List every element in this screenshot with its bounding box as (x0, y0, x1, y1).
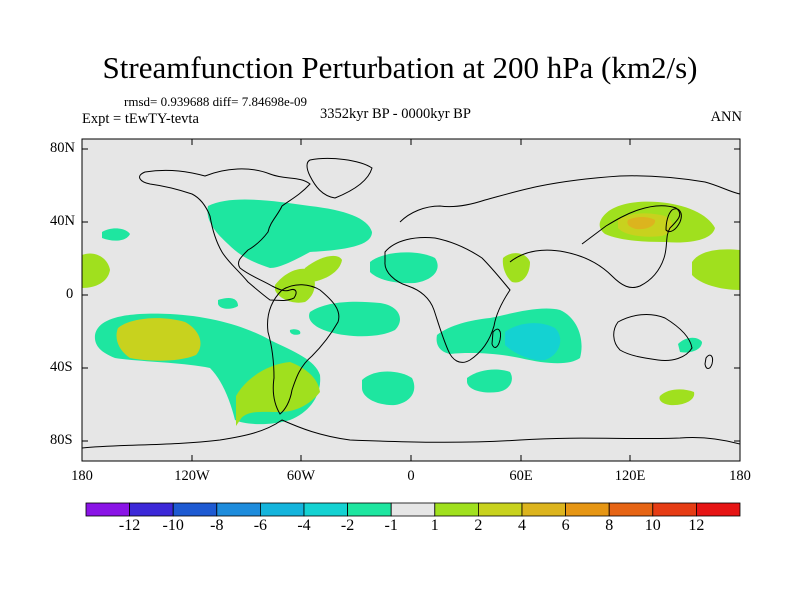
lon-label-120e: 120E (614, 468, 646, 484)
colorbar-label: -8 (210, 517, 224, 534)
colorbar-swatch (129, 502, 174, 517)
colorbar-swatch (696, 502, 741, 517)
colorbar-label: -2 (340, 517, 355, 534)
colorbar-swatch (347, 502, 392, 517)
coastline-europe (399, 175, 740, 223)
coastline-africa (384, 237, 511, 363)
colorbar-swatch (216, 502, 261, 517)
colorbar-label: 12 (688, 517, 705, 534)
map-background (82, 139, 740, 461)
coastline-asia (509, 205, 681, 289)
coastline-antarctica (82, 419, 740, 449)
colorbar-swatch (477, 502, 523, 517)
contour-pos-atlantic-north (303, 255, 342, 282)
colorbar-label: -4 (297, 517, 311, 534)
contour-pos-arabia (502, 253, 530, 283)
period-label: 3352kyr BP - 0000kyr BP (320, 106, 471, 122)
lat-label-80n: 80N (50, 140, 75, 156)
coastlines (82, 157, 740, 449)
colorbar-swatch (390, 502, 436, 517)
lon-label-180e: 180 (729, 468, 751, 484)
colorbar-label: 1 (430, 517, 439, 534)
colorbar-label: 10 (644, 517, 661, 534)
colorbar-swatch (608, 502, 654, 517)
coastline-greenland (306, 157, 373, 199)
lon-label-60w: 60W (286, 468, 316, 484)
colorbar-label: -12 (118, 517, 141, 534)
lat-label-eq: 0 (66, 286, 74, 302)
contour-neg4-indian-ocean (505, 323, 561, 361)
coastline-australia (613, 314, 693, 361)
contour-fills (82, 157, 740, 449)
colorbar-swatch (652, 502, 697, 517)
colorbar-label: 6 (561, 517, 570, 534)
colorbar-swatch (85, 502, 130, 517)
contour-neg-atlantic-sw (218, 298, 238, 309)
lat-label-40s: 40S (50, 359, 73, 375)
lon-label-0: 0 (407, 468, 415, 484)
colorbar-swatch (172, 502, 218, 517)
contour-pos-south-pacific-west (659, 389, 695, 406)
stats-line: rmsd= 0.939688 diff= 7.84698e-09 (124, 94, 308, 109)
contour-neg-africa-north (370, 252, 438, 284)
contour-pos-pacific-west (692, 249, 740, 290)
colorbar-swatch (521, 502, 566, 517)
contour-neg-south-atlantic-east (362, 371, 415, 406)
colorbar-swatch (434, 502, 479, 517)
colorbar-label: 2 (474, 517, 483, 534)
season-label: ANN (710, 109, 742, 125)
contour-pos-central-america (275, 268, 315, 303)
colorbar-label: 8 (605, 517, 614, 534)
coastline-south-america (267, 284, 340, 415)
coastline-new-zealand (704, 354, 713, 369)
contour-neg-north-america (207, 199, 372, 268)
experiment-label: Expt = tEwTY-tevta (82, 111, 199, 127)
colorbar-label: -6 (253, 517, 268, 534)
contour-pos-south-america (236, 362, 320, 426)
colorbar-swatch (303, 502, 348, 517)
coastline-north-america (139, 168, 311, 301)
lat-label-80s: 80S (50, 432, 73, 448)
contour-neg-south-indian (467, 369, 512, 393)
contour-neg-atlantic-west (102, 228, 130, 241)
colorbar-swatch (565, 502, 610, 517)
contour-neg-patch-small (289, 329, 301, 335)
lon-label-60e: 60E (509, 468, 533, 484)
axis-ticks (82, 139, 740, 461)
contour-pos-south-pacific-blob (116, 318, 201, 361)
colorbar-swatch (259, 502, 305, 517)
colorbar-label: 4 (518, 517, 526, 534)
colorbar-label: -10 (162, 517, 184, 534)
plot-title: Streamfunction Perturbation at 200 hPa (… (102, 50, 698, 85)
colorbar-label: -1 (384, 517, 398, 534)
colorbar (85, 502, 741, 517)
lon-label-120w: 120W (174, 468, 210, 484)
contour-neg-australia-east (678, 337, 702, 353)
contour-pos-pacific-east (82, 253, 110, 288)
lat-label-40n: 40N (50, 213, 75, 229)
coastline-madagascar (491, 328, 501, 348)
coastline-japan (665, 208, 682, 233)
lon-label-180w: 180 (71, 468, 93, 484)
contour-pos6-east-asia-core (627, 217, 656, 230)
contour-neg-atlantic-south (309, 301, 400, 337)
